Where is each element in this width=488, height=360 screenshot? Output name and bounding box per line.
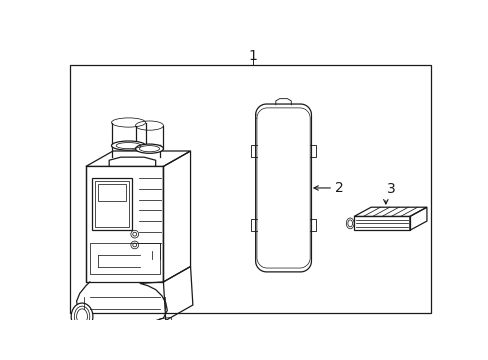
Text: 3: 3 — [386, 183, 395, 197]
Text: 2: 2 — [334, 181, 343, 195]
Ellipse shape — [135, 144, 163, 153]
Text: 1: 1 — [247, 49, 257, 63]
Bar — [70, 65, 430, 313]
Ellipse shape — [346, 218, 353, 229]
Ellipse shape — [111, 141, 145, 150]
Ellipse shape — [71, 303, 93, 330]
